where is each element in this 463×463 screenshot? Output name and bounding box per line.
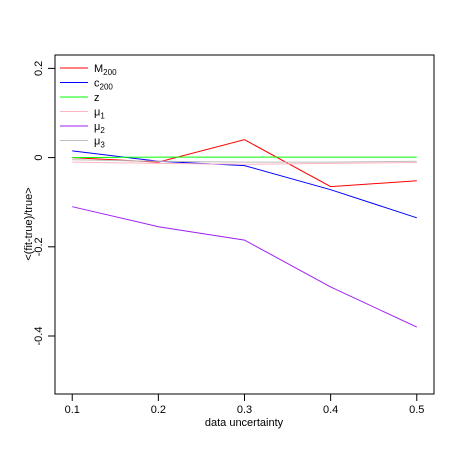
- x-tick-label: 0.4: [323, 404, 338, 416]
- series-line-5: [72, 206, 418, 328]
- y-tick-label: -0.4: [33, 327, 45, 346]
- y-axis: -0.4 -0.2 0 0.2: [33, 61, 55, 346]
- y-tick-label: 0: [33, 155, 45, 161]
- x-tick-label: 0.3: [237, 404, 252, 416]
- legend-label: M200: [94, 63, 117, 77]
- x-axis-label: data uncertainty: [205, 417, 284, 429]
- legend-label: μ1: [94, 107, 105, 121]
- legend-label: z: [94, 92, 100, 104]
- y-axis-label: <(fit-true)/true>: [23, 187, 35, 260]
- series-line-4: [72, 161, 417, 165]
- legend-label: μ2: [94, 121, 105, 135]
- legend-label: μ3: [94, 136, 105, 150]
- y-tick-label: -0.2: [33, 237, 45, 256]
- x-tick-label: 0.1: [65, 404, 80, 416]
- x-tick-label: 0.2: [151, 404, 166, 416]
- series-line-3: [72, 156, 417, 159]
- x-axis: 0.1 0.2 0.3 0.4 0.5: [65, 394, 424, 416]
- legend-label: c200: [94, 78, 113, 92]
- series-lines: [72, 139, 418, 328]
- plot-frame: [54, 54, 435, 395]
- series-line-6: [72, 159, 417, 163]
- x-tick-label: 0.5: [409, 404, 424, 416]
- y-tick-label: 0.2: [33, 61, 45, 76]
